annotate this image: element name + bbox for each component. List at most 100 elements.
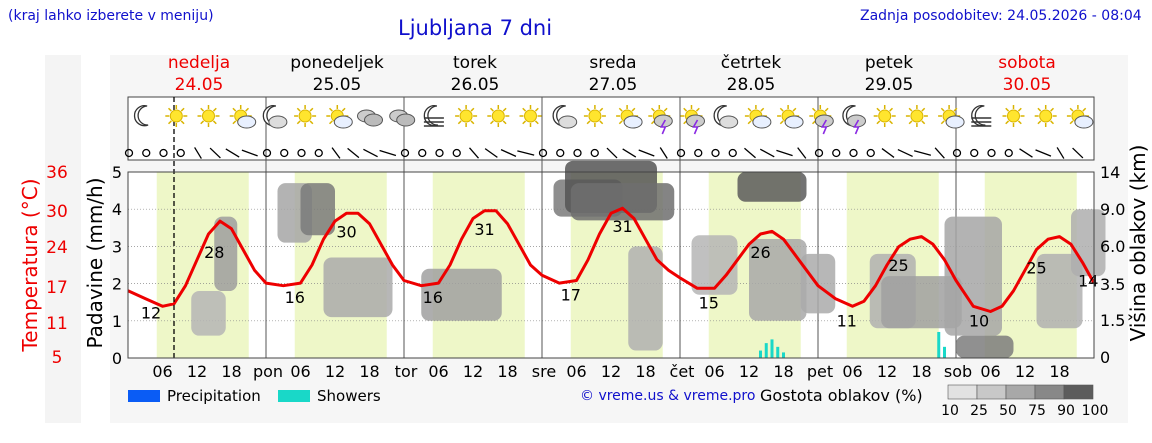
hour-tick-label: 12 — [739, 362, 759, 381]
precipitation-tick: 4 — [112, 200, 122, 219]
sun-ray — [889, 120, 894, 125]
temperature-value-label: 14 — [1078, 271, 1098, 290]
lightning-bolt — [659, 119, 667, 135]
calm-wind-marker — [142, 148, 151, 158]
sun-cloud-icon — [616, 105, 643, 129]
legend-label: Precipitation — [167, 387, 261, 405]
sun-disc — [169, 109, 183, 123]
wind-barb — [776, 149, 793, 157]
shower-bar — [764, 343, 768, 358]
calm-wind-marker — [538, 148, 548, 158]
wind-barb — [363, 148, 378, 158]
sun-ray — [296, 120, 301, 125]
hour-tick-label: 18 — [359, 362, 379, 381]
cloud-density-area — [944, 216, 1002, 336]
hour-tick-label: 06 — [842, 362, 862, 381]
cloud-density-swatch — [1005, 384, 1036, 400]
temperature-value-label: 28 — [204, 243, 224, 262]
sun-ray — [586, 120, 591, 125]
temperature-tick: 17 — [46, 278, 68, 298]
lightning-bolt — [853, 119, 860, 135]
calm-wind-marker — [262, 148, 272, 158]
sun-disc — [910, 109, 924, 123]
sun-ray — [328, 107, 333, 112]
sun-ray — [953, 107, 958, 112]
storm-icon — [648, 105, 673, 135]
sun-disc — [491, 109, 505, 123]
sun-ray — [457, 120, 462, 125]
cloud-density-swatch — [1063, 384, 1094, 400]
temperature-value-label: 16 — [423, 288, 443, 307]
cloud-density-area — [191, 291, 226, 336]
credit-link[interactable]: © vreme.us & vreme.pro — [580, 388, 756, 404]
wind-barb — [194, 147, 202, 159]
sun-ray — [245, 107, 250, 112]
day-date: 30.05 — [1003, 75, 1052, 95]
cloud-height-tick: 6.0 — [1100, 237, 1125, 256]
sun-icon — [1002, 105, 1025, 127]
wind-barb — [331, 147, 341, 159]
cloud-density-area — [881, 276, 962, 329]
sun-ray — [200, 107, 205, 112]
hour-tick-label: 12 — [325, 362, 345, 381]
sun-ray — [180, 120, 185, 125]
cloud-density-area — [956, 335, 1014, 358]
region-hint[interactable]: (kraj lahko izberete v meniju) — [8, 8, 214, 24]
cloud-shape — [814, 114, 834, 128]
cloud-height-tick: 9.0 — [1100, 200, 1125, 219]
cloud-density-tick: 50 — [999, 403, 1017, 419]
sun-ray — [296, 107, 301, 112]
calm-wind-marker — [176, 148, 185, 158]
wind-barb — [759, 148, 775, 158]
cloud-icon — [389, 109, 416, 127]
temperature-value-label: 12 — [141, 304, 161, 323]
sun-ray — [232, 120, 237, 125]
sun-ray — [618, 107, 623, 112]
sun-ray — [779, 107, 784, 112]
sun-ray — [470, 107, 475, 112]
sun-ray — [1017, 120, 1022, 125]
sun-ray — [1005, 107, 1010, 112]
sun-ray — [1082, 107, 1087, 112]
hour-tick-label: 06 — [152, 362, 172, 381]
shower-bar — [759, 350, 762, 358]
sun-cloud-icon — [326, 105, 353, 129]
sun-ray — [908, 107, 913, 112]
sun-ray — [599, 120, 604, 125]
sun-ray — [341, 107, 346, 112]
day-name: ponedeljek — [290, 53, 384, 73]
sun-disc — [878, 109, 892, 123]
precipitation-tick: 3 — [112, 237, 122, 256]
lightning-bolt — [820, 119, 828, 135]
sun-disc — [588, 109, 602, 123]
cloud-shape — [719, 115, 739, 129]
sun-ray — [522, 120, 527, 125]
daylight-band — [432, 172, 525, 358]
day-abbrev-label: sob — [944, 362, 972, 381]
calm-wind-marker — [849, 148, 858, 158]
calm-wind-marker — [987, 148, 996, 158]
calm-wind-marker — [435, 148, 444, 158]
sun-ray — [309, 107, 314, 112]
plot-border — [127, 171, 1095, 359]
calm-wind-marker — [590, 148, 599, 158]
calm-wind-marker — [452, 148, 461, 158]
moon-cloud-icon — [552, 105, 578, 129]
moon-shape — [133, 105, 149, 127]
day-abbrev-label: tor — [395, 362, 418, 381]
sun-ray — [792, 107, 797, 112]
wind-barb — [1072, 147, 1084, 159]
hour-tick-label: 12 — [187, 362, 207, 381]
wind-barb — [1019, 148, 1033, 158]
cloud-density-area — [737, 172, 807, 202]
cloud-shape — [653, 114, 673, 128]
temperature-tick: 36 — [46, 163, 68, 183]
sun-ray — [309, 120, 314, 125]
sun-icon — [519, 105, 542, 127]
cloud-density-area — [570, 183, 675, 221]
cloud-density-swatch — [947, 384, 978, 400]
last-update: Zadnja posodobitev: 24.05.2026 - 08:04 — [860, 8, 1142, 24]
sun-ray — [921, 107, 926, 112]
sun-cloud-icon — [744, 105, 772, 129]
sun-disc — [1039, 109, 1053, 123]
